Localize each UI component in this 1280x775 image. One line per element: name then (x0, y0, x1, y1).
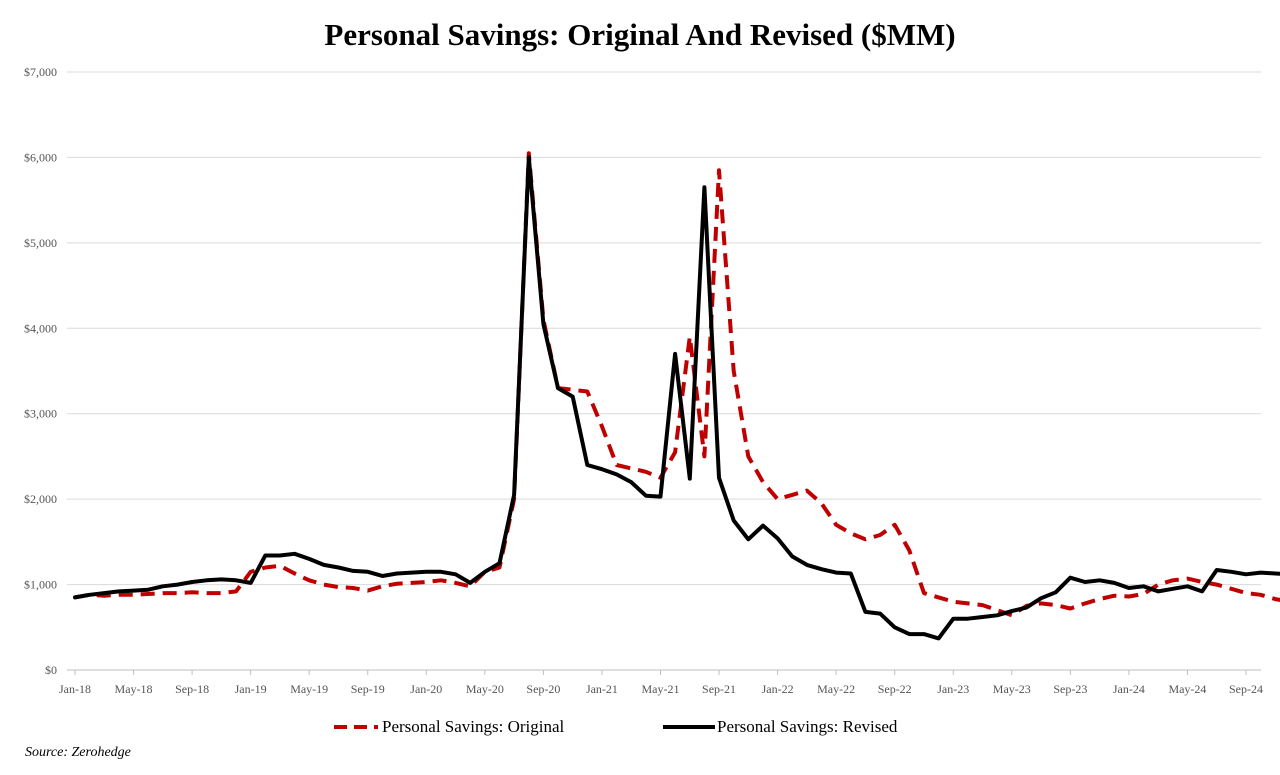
x-tick-label: May-19 (290, 682, 328, 696)
x-tick-label: Sep-18 (175, 682, 209, 696)
x-tick-label: Jan-18 (59, 682, 91, 696)
x-tick-label: Sep-19 (351, 682, 385, 696)
grid-layer (67, 71, 1261, 671)
x-axis: Jan-18 May-18 Sep-18 Jan-19 May-19 Sep-19 Jan-… (59, 670, 1263, 696)
legend-label-original: Personal Savings: Original (382, 717, 565, 736)
y-tick-label: $1,000 (24, 578, 57, 592)
source-note: Source: Zerohedge (25, 745, 131, 760)
legend-label-revised: Personal Savings: Revised (717, 717, 898, 736)
y-tick-label: $5,000 (24, 236, 57, 250)
x-tick-label: Sep-21 (702, 682, 736, 696)
x-tick-label: Jan-24 (1113, 682, 1145, 696)
x-tick-label: Sep-23 (1053, 682, 1087, 696)
x-tick-label: Sep-22 (878, 682, 912, 696)
series-layer (73, 151, 1280, 641)
x-tick-label: Jan-21 (586, 682, 618, 696)
y-tick-label: $3,000 (24, 407, 57, 421)
x-tick-label: May-22 (817, 682, 855, 696)
x-tick-label: Jan-22 (762, 682, 794, 696)
series-line-original (74, 151, 1280, 618)
x-tick-label: Jan-23 (937, 682, 969, 696)
x-tick-label: May-24 (1168, 682, 1206, 696)
y-tick-label: $2,000 (24, 492, 57, 506)
legend: Personal Savings: Original Personal Savi… (334, 717, 898, 736)
y-tick-label: $4,000 (24, 321, 57, 335)
x-tick-label: Sep-20 (526, 682, 560, 696)
y-tick-label: $0 (45, 663, 57, 677)
y-tick-label: $6,000 (24, 150, 57, 164)
x-tick-label: Sep-24 (1229, 682, 1263, 696)
x-tick-label: May-21 (642, 682, 680, 696)
x-tick-label: May-23 (993, 682, 1031, 696)
x-tick-label: May-20 (466, 682, 504, 696)
y-tick-label: $7,000 (24, 65, 57, 79)
x-tick-label: Jan-19 (235, 682, 267, 696)
chart-title: Personal Savings: Original And Revised (… (324, 17, 955, 52)
x-tick-label: May-18 (115, 682, 153, 696)
y-axis: $0 $1,000 $2,000 $3,000 $4,000 $5,000 $6,000 $7… (24, 65, 57, 677)
x-tick-label: Jan-20 (410, 682, 442, 696)
series-line-revised (73, 155, 1280, 641)
